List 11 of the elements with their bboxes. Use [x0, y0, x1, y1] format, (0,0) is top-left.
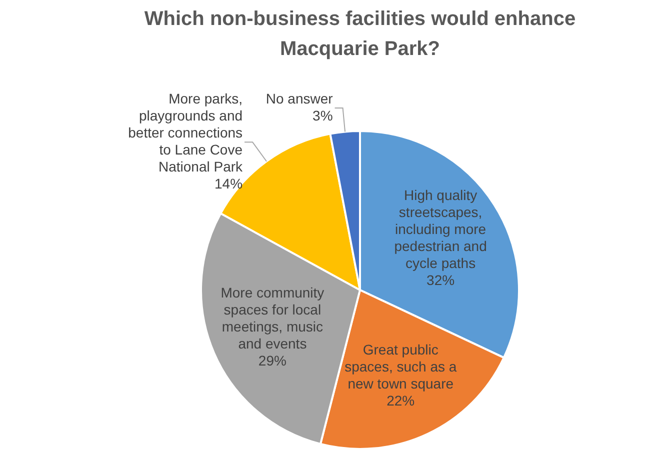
data-label: 29%	[258, 352, 286, 369]
data-label: 14%	[214, 175, 243, 192]
slice-label: High quality streetscapes, including more pedestrian and cycle paths	[394, 187, 487, 272]
data-label: 3%	[312, 107, 333, 124]
slice-label: No answer	[266, 90, 334, 106]
chart-title: Which non-business facilities would enhance Macquarie Park?	[143, 7, 577, 62]
slice-label: More community spaces for local meetings, music and events	[220, 284, 324, 352]
slice-label: Great public spaces, such as a new town square	[344, 342, 457, 392]
data-label: 22%	[386, 392, 415, 409]
slice-label: More parks, playgrounds and better connections to Lane Cove National Park	[128, 90, 244, 174]
data-label: 32%	[426, 272, 455, 288]
